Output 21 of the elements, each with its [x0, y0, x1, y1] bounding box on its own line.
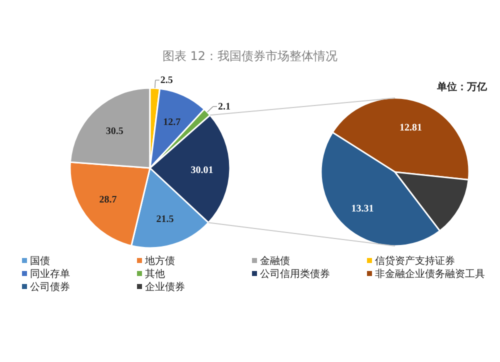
data-label: 30.5	[106, 126, 124, 137]
legend-label: 公司信用类债券	[260, 268, 330, 280]
chart-title: 图表 12：我国债券市场整体情况	[162, 49, 338, 63]
data-label: 12.7	[163, 116, 181, 128]
data-label: 2.5	[160, 75, 173, 86]
legend-label: 同业存单	[30, 268, 70, 280]
data-label: 30.01	[190, 164, 214, 176]
legend-label: 信贷资产支持证券	[375, 255, 455, 267]
legend-label: 地方债	[144, 255, 175, 267]
data-label: 28.7	[99, 194, 117, 206]
data-label: 12.81	[400, 122, 422, 134]
text: 单位：万亿	[436, 81, 488, 93]
data-label: 2.1	[218, 102, 230, 113]
data-label: 21.5	[156, 214, 174, 225]
legend-label: 国债	[30, 256, 50, 267]
legend-label: 企业债券	[145, 281, 185, 293]
legend-label: 公司债券	[30, 281, 70, 293]
legend-label: 金融债	[260, 255, 290, 267]
legend-label: 非金融企业债务融资工具	[375, 268, 485, 280]
data-label: 13.31	[351, 203, 374, 214]
legend-label: 其他	[145, 268, 165, 280]
